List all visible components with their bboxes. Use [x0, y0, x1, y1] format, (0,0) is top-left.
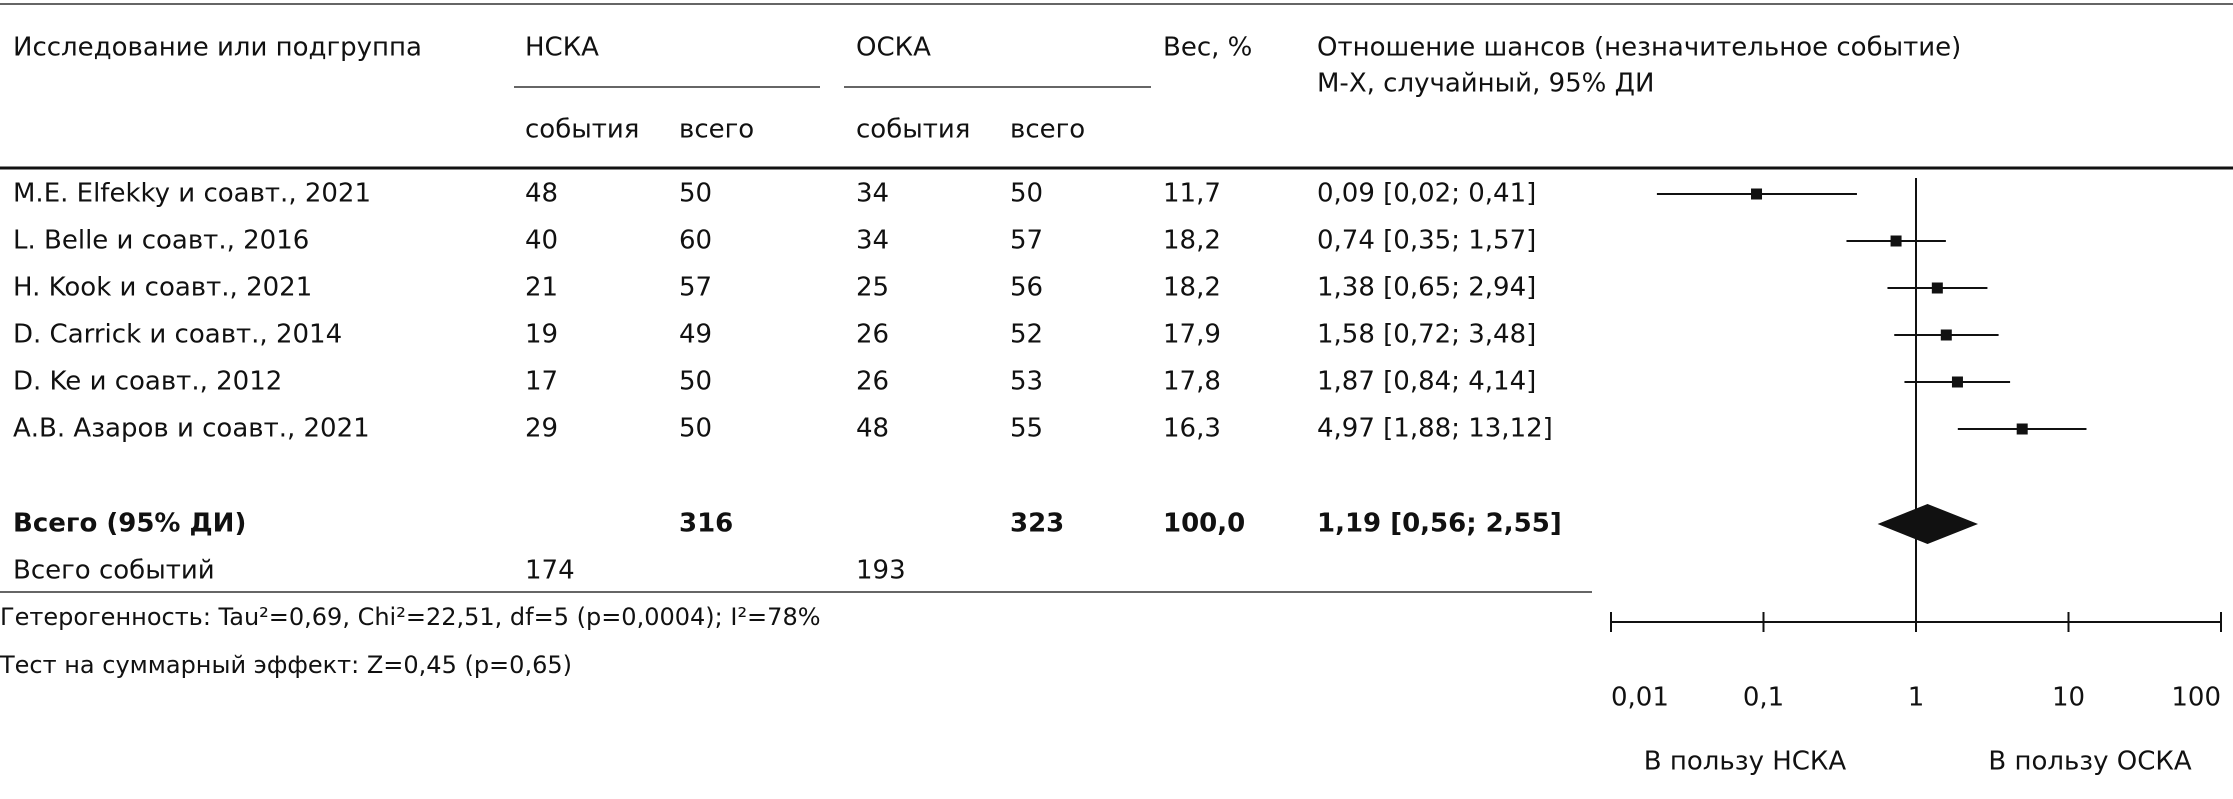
x-tick-label: 1: [1908, 683, 1925, 713]
subheader: всего: [1010, 115, 1085, 145]
events-cell: 174: [525, 556, 575, 586]
overall-cell: 323: [1010, 509, 1064, 539]
cell: 16,3: [1163, 414, 1221, 444]
cell: 19: [525, 320, 558, 350]
cell: 21: [525, 273, 558, 303]
point-estimate: [1751, 188, 1763, 200]
cell: 48: [525, 179, 558, 209]
overall-cell: 1,19 [0,56; 2,55]: [1317, 509, 1562, 539]
cell: 11,7: [1163, 179, 1221, 209]
events-cell: Всего событий: [13, 556, 215, 586]
events-cell: 193: [856, 556, 906, 586]
cell: 50: [679, 179, 712, 209]
cell: 50: [679, 414, 712, 444]
subheader: события: [856, 115, 970, 145]
header: Отношение шансов (незначительное событие…: [1317, 33, 1961, 63]
cell: 0,09 [0,02; 0,41]: [1317, 179, 1536, 209]
cell: 17,9: [1163, 320, 1221, 350]
cell: 52: [1010, 320, 1043, 350]
overall-diamond: [1877, 504, 1978, 544]
cell: 34: [856, 179, 889, 209]
point-estimate: [1890, 235, 1902, 247]
cell: 1,58 [0,72; 3,48]: [1317, 320, 1536, 350]
header: Вес, %: [1163, 33, 1252, 63]
point-estimate: [1951, 376, 1963, 388]
overall-test: Тест на суммарный эффект: Z=0,45 (p=0,65…: [0, 651, 572, 679]
header: Исследование или подгруппа: [13, 33, 422, 63]
cell: 53: [1010, 367, 1043, 397]
cell: 57: [1010, 226, 1043, 256]
cell: 1,38 [0,65; 2,94]: [1317, 273, 1536, 303]
x-tick-label: 0,01: [1611, 683, 1669, 713]
cell: 26: [856, 320, 889, 350]
cell: 49: [679, 320, 712, 350]
favors-label: В пользу ОСКА: [1988, 747, 2192, 777]
cell: 48: [856, 414, 889, 444]
cell: 18,2: [1163, 226, 1221, 256]
cell: 0,74 [0,35; 1,57]: [1317, 226, 1536, 256]
header: НСКА: [525, 33, 599, 63]
subheader: всего: [679, 115, 754, 145]
study-name: D. Ke и соавт., 2012: [13, 367, 282, 397]
favors-label: В пользу НСКА: [1644, 747, 1847, 777]
cell: 17: [525, 367, 558, 397]
study-name: А.В. Азаров и соавт., 2021: [13, 414, 370, 444]
cell: 1,87 [0,84; 4,14]: [1317, 367, 1536, 397]
cell: 18,2: [1163, 273, 1221, 303]
cell: 50: [679, 367, 712, 397]
heterogeneity: Гетерогенность: Tau²=0,69, Chi²=22,51, d…: [0, 603, 821, 631]
cell: 25: [856, 273, 889, 303]
cell: 56: [1010, 273, 1043, 303]
x-tick-label: 0,1: [1743, 683, 1784, 713]
point-estimate: [1940, 329, 1952, 341]
cell: 29: [525, 414, 558, 444]
cell: 4,97 [1,88; 13,12]: [1317, 414, 1553, 444]
overall-cell: 316: [679, 509, 733, 539]
study-name: D. Carrick и соавт., 2014: [13, 320, 342, 350]
cell: 17,8: [1163, 367, 1221, 397]
subheader: события: [525, 115, 639, 145]
cell: 50: [1010, 179, 1043, 209]
point-estimate: [1931, 282, 1943, 294]
header: ОСКА: [856, 33, 931, 63]
cell: 60: [679, 226, 712, 256]
study-name: H. Kook и соавт., 2021: [13, 273, 312, 303]
x-tick-label: 10: [2052, 683, 2085, 713]
cell: 26: [856, 367, 889, 397]
study-name: M.E. Elfekky и соавт., 2021: [13, 179, 371, 209]
cell: 34: [856, 226, 889, 256]
overall-cell: 100,0: [1163, 509, 1245, 539]
header: М-Х, случайный, 95% ДИ: [1317, 69, 1654, 99]
x-tick-label: 100: [2171, 683, 2221, 713]
point-estimate: [2016, 423, 2028, 435]
study-name: L. Belle и соавт., 2016: [13, 226, 309, 256]
overall-cell: Всего (95% ДИ): [13, 509, 246, 539]
cell: 40: [525, 226, 558, 256]
cell: 57: [679, 273, 712, 303]
cell: 55: [1010, 414, 1043, 444]
